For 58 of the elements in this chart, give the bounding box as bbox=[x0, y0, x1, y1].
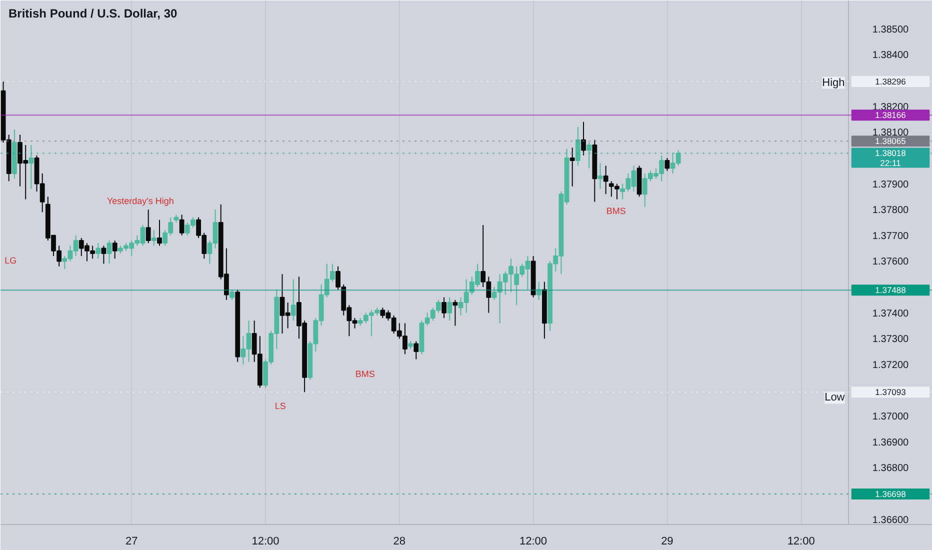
y-tick-label: 1.36900 bbox=[872, 437, 910, 448]
y-tick-label: 1.36600 bbox=[872, 514, 910, 526]
y-tick-label: 1.37900 bbox=[872, 179, 910, 190]
y-tick-label: 1.36800 bbox=[872, 463, 910, 474]
y-tick-label: 1.37400 bbox=[872, 308, 910, 320]
annotation: LS bbox=[274, 401, 286, 412]
ref-line-label: 1.38018 22:11 bbox=[875, 148, 906, 168]
x-tick-label: 12:00 bbox=[520, 536, 548, 548]
candlestick bbox=[112, 240, 118, 260]
y-tick-label: 1.37800 bbox=[872, 205, 910, 216]
y-tick-label: 1.37700 bbox=[872, 230, 910, 242]
y-tick-label: 1.38100 bbox=[872, 128, 910, 139]
candlestick bbox=[570, 147, 575, 187]
y-tick-label: 1.37600 bbox=[872, 256, 910, 268]
text: British Pound / U.S. Dollar, 30 bbox=[8, 6, 178, 20]
x-tick-label: 29 bbox=[661, 536, 674, 548]
ref-line-label: 1.36698 bbox=[875, 489, 906, 500]
ref-line-label: 1.38065 bbox=[875, 136, 906, 146]
annotation: High bbox=[822, 76, 845, 89]
candlestick bbox=[447, 296, 452, 322]
candlestick bbox=[146, 209, 151, 244]
candlestick bbox=[452, 299, 458, 326]
y-tick-label: 1.37000 bbox=[872, 412, 910, 423]
y-tick-label: 1.38400 bbox=[872, 50, 910, 62]
annotation: Low bbox=[824, 392, 845, 404]
annotation: BMS bbox=[355, 369, 375, 380]
candlestick bbox=[536, 281, 542, 300]
y-tick-label: 1.38500 bbox=[872, 24, 910, 36]
y-tick-label: 1.37200 bbox=[872, 360, 910, 371]
ref-line-label: 1.38166 bbox=[875, 110, 906, 120]
candlestick bbox=[106, 240, 112, 264]
candlestick bbox=[598, 162, 603, 190]
x-tick-label: 12:00 bbox=[252, 536, 280, 548]
annotation: LG bbox=[4, 255, 17, 266]
candlestick bbox=[575, 126, 580, 166]
candlestick bbox=[442, 296, 446, 318]
candlestick bbox=[581, 121, 586, 156]
candlestick bbox=[28, 144, 34, 190]
y-tick-label: 1.37300 bbox=[872, 334, 910, 346]
candlestick bbox=[290, 278, 296, 322]
candlestick bbox=[96, 242, 101, 260]
x-tick-label: 12:00 bbox=[787, 536, 815, 548]
candlestick bbox=[151, 230, 156, 246]
x-tick-label: 27 bbox=[125, 536, 138, 548]
ref-line-label: 1.38296 bbox=[875, 76, 906, 87]
ref-line-label: 1.37093 bbox=[875, 387, 906, 398]
annotation: Yesterday's High bbox=[106, 196, 174, 206]
ref-line-label: 1.37488 bbox=[875, 285, 906, 296]
x-tick-label: 28 bbox=[393, 536, 406, 548]
candlestick bbox=[101, 245, 106, 264]
candlestick bbox=[230, 289, 234, 300]
candlestick bbox=[179, 214, 184, 236]
candlestick bbox=[157, 219, 162, 246]
candlestick bbox=[586, 142, 592, 169]
candlestick bbox=[414, 340, 419, 360]
candlestick bbox=[664, 157, 670, 172]
candlestick bbox=[603, 165, 608, 195]
annotation: BMS bbox=[606, 206, 626, 216]
